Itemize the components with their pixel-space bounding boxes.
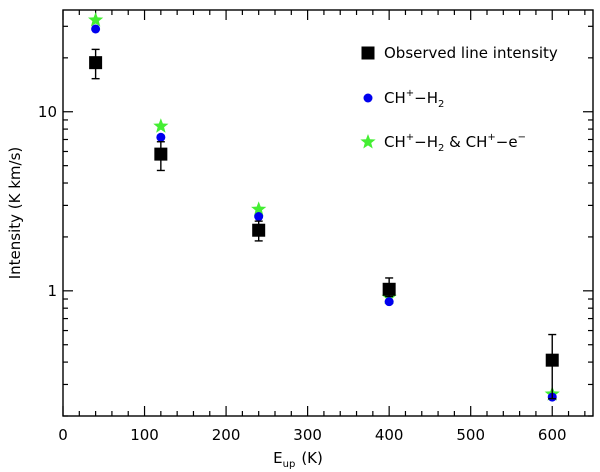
legend-label-part: + xyxy=(406,132,414,143)
data-point-circle xyxy=(156,132,166,142)
legend-label-part: CH xyxy=(384,133,406,151)
x-axis: 0 100 200 300 400 500 600 xyxy=(58,10,586,444)
x-axis-label-unit: (K) xyxy=(301,449,323,467)
legend-label-part: 2 xyxy=(438,143,444,154)
data-point-circle xyxy=(384,297,394,307)
data-point-circle xyxy=(254,212,264,222)
y-tick-label: 10 xyxy=(38,103,57,121)
data-point-square xyxy=(252,223,266,237)
legend-marker-circle xyxy=(363,93,373,103)
data-point-star xyxy=(251,201,267,216)
legend-marker-star xyxy=(360,134,376,149)
x-axis-label: Eup (K) xyxy=(273,449,323,470)
legend-label-part: −H xyxy=(414,89,438,107)
x-axis-label-subscript: up xyxy=(283,459,296,470)
y-axis: 1 10 xyxy=(38,25,593,417)
x-tick-label: 300 xyxy=(293,426,322,444)
legend-label-part: CH xyxy=(384,89,406,107)
x-tick-label: 200 xyxy=(212,426,241,444)
legend-label: Observed line intensity xyxy=(384,44,558,62)
legend-label-part: −H xyxy=(414,133,438,151)
x-tick-label: 600 xyxy=(538,426,567,444)
legend-label: CH+−H2 xyxy=(384,88,444,110)
legend-label-part: + xyxy=(406,88,414,99)
data-point-square xyxy=(382,282,396,296)
legend-label-part: − xyxy=(518,132,526,143)
data-point-star xyxy=(153,118,169,133)
legend-label-part: & CH xyxy=(444,133,487,151)
data-point-square xyxy=(545,353,559,367)
plot-frame xyxy=(62,9,594,417)
x-tick-label: 100 xyxy=(130,426,159,444)
x-tick-label: 400 xyxy=(375,426,404,444)
y-tick-label: 1 xyxy=(47,282,57,300)
x-tick-label: 0 xyxy=(58,426,68,444)
legend-label-part: 2 xyxy=(438,99,444,110)
data-marks xyxy=(88,12,560,402)
x-tick-label: 500 xyxy=(456,426,485,444)
legend-label-part: + xyxy=(487,132,495,143)
data-point-square xyxy=(89,56,103,70)
legend-label-part: −e xyxy=(496,133,518,151)
data-point-star xyxy=(88,12,104,27)
data-point-square xyxy=(154,147,168,161)
legend-marker-square xyxy=(361,46,375,60)
legend-label: CH+−H2 & CH+−e− xyxy=(384,132,526,154)
y-axis-label: Intensity (K km/s) xyxy=(6,147,24,280)
data-point-circle xyxy=(91,24,101,34)
